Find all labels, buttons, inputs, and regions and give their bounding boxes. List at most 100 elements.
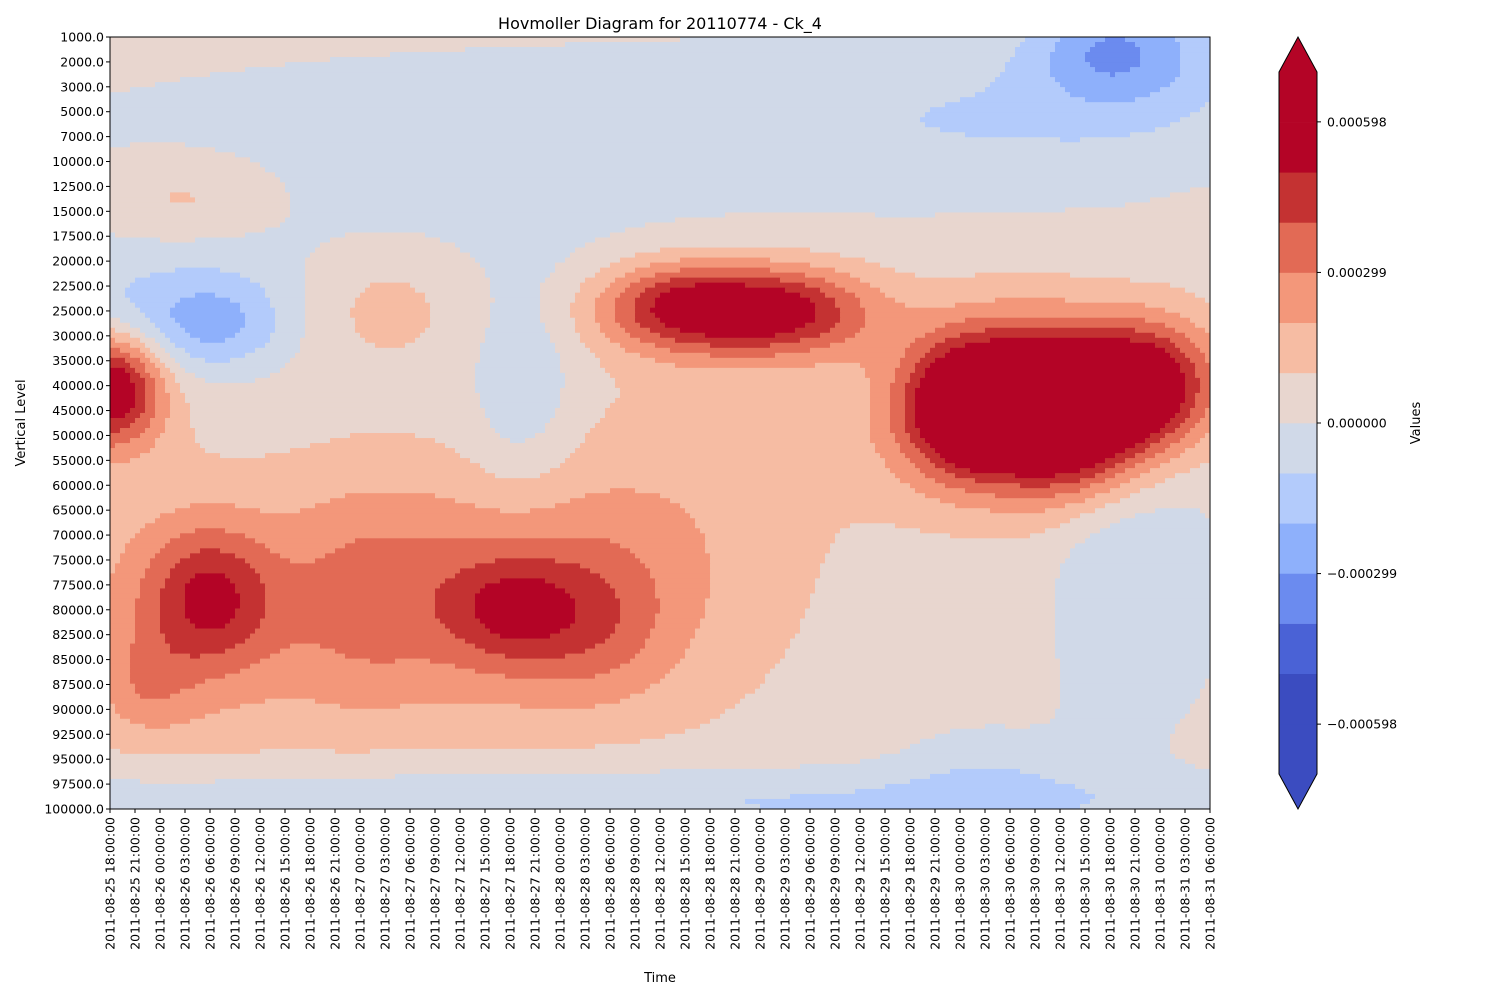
contour-cell <box>1060 683 1206 690</box>
contour-cell <box>610 633 651 640</box>
contour-cell <box>560 463 886 469</box>
contour-cell <box>1170 733 1210 740</box>
contour-cell <box>110 97 961 103</box>
contour-cell <box>1145 438 1161 444</box>
contour-cell <box>1050 72 1111 78</box>
contour-cell <box>250 663 456 670</box>
contour-cell <box>195 528 226 534</box>
contour-cell <box>240 598 266 605</box>
contour-cell <box>1185 352 1206 359</box>
contour-cell <box>1090 798 1210 805</box>
contour-cell <box>130 142 186 148</box>
contour-cell <box>1170 743 1210 750</box>
contour-cell <box>660 768 951 775</box>
contour-cell <box>915 407 1181 414</box>
contour-cell <box>415 433 501 439</box>
contour-cell <box>1185 392 1196 399</box>
contour-cell <box>465 638 606 645</box>
contour-cell <box>710 553 826 559</box>
contour-cell <box>805 282 836 289</box>
contour-cell <box>500 633 551 640</box>
contour-cell <box>615 588 656 595</box>
contour-cell <box>110 137 1061 143</box>
y-tick-label: 30000.0 <box>52 328 104 343</box>
contour-cell <box>650 633 696 640</box>
x-tick-label: 2011-08-31 00:00:00 <box>1153 817 1168 950</box>
y-tick-label: 97500.0 <box>52 777 104 792</box>
contour-cell <box>560 387 621 394</box>
contour-cell <box>160 433 196 439</box>
contour-cell <box>130 538 171 544</box>
contour-cell <box>640 352 711 359</box>
contour-cell <box>485 648 586 655</box>
contour-cell <box>505 673 596 680</box>
x-tick-label: 2011-08-28 09:00:00 <box>628 817 643 950</box>
x-tick-label: 2011-08-27 00:00:00 <box>353 817 368 950</box>
contour-cell <box>945 483 1021 489</box>
contour-cell <box>880 453 906 459</box>
contour-cell <box>1205 683 1210 690</box>
contour-cell <box>115 708 221 715</box>
contour-cell <box>140 433 161 439</box>
contour-cell <box>195 438 331 444</box>
contour-cell <box>675 337 801 344</box>
y-tick-label: 15000.0 <box>52 204 104 219</box>
contour-cell <box>110 548 126 554</box>
contour-cell <box>135 382 146 389</box>
contour-cell <box>700 723 986 730</box>
contour-cell <box>540 317 576 324</box>
contour-cell <box>635 252 841 259</box>
contour-cell <box>305 282 371 289</box>
contour-cell <box>910 778 1056 785</box>
contour-cell <box>220 548 271 554</box>
contour-cell <box>500 578 546 585</box>
contour-cell <box>870 397 891 404</box>
contour-cell <box>1060 658 1210 665</box>
contour-cell <box>870 407 891 414</box>
contour-cell <box>800 763 1196 770</box>
contour-cell <box>835 538 1086 544</box>
contour-cell <box>255 347 301 354</box>
contour-cell <box>1085 498 1121 504</box>
contour-cell <box>1145 302 1210 309</box>
contour-cell <box>1005 67 1051 73</box>
contour-cell <box>720 713 1056 720</box>
contour-cell <box>770 342 831 349</box>
contour-cell <box>920 448 936 454</box>
contour-cell <box>1140 62 1181 68</box>
contour-cell <box>205 678 661 685</box>
contour-cell <box>130 438 156 444</box>
contour-cell <box>815 307 841 314</box>
x-tick-label: 2011-08-29 00:00:00 <box>753 817 768 950</box>
contour-cell <box>190 407 486 414</box>
contour-cell <box>170 352 191 359</box>
contour-cell <box>110 528 141 534</box>
contour-cell <box>110 653 131 660</box>
contour-cell <box>695 518 1071 524</box>
x-tick-label: 2011-08-27 09:00:00 <box>428 817 443 950</box>
y-tick-label: 55000.0 <box>52 453 104 468</box>
contour-cell <box>965 488 1081 494</box>
contour-cell <box>1025 37 1061 43</box>
contour-cell <box>1115 72 1181 78</box>
contour-cell <box>480 392 561 399</box>
contour-cell <box>900 478 936 484</box>
contour-cell <box>615 397 871 404</box>
contour-cell <box>155 382 166 389</box>
contour-cell <box>475 608 576 615</box>
y-tick-label: 1000.0 <box>60 30 104 45</box>
contour-cell <box>290 192 1171 199</box>
contour-cell <box>660 317 816 324</box>
contour-cell <box>140 307 171 314</box>
contour-cell <box>1095 67 1131 73</box>
contour-cell <box>1190 468 1210 474</box>
contour-cell <box>1080 468 1106 474</box>
contour-cell <box>1175 473 1210 479</box>
contour-cell <box>1185 417 1201 424</box>
contour-cell <box>1170 443 1196 449</box>
contour-cell <box>1180 62 1210 68</box>
contour-cell <box>190 618 231 625</box>
contour-cell <box>150 423 166 429</box>
contour-cell <box>245 232 346 239</box>
contour-cell <box>1105 478 1131 484</box>
